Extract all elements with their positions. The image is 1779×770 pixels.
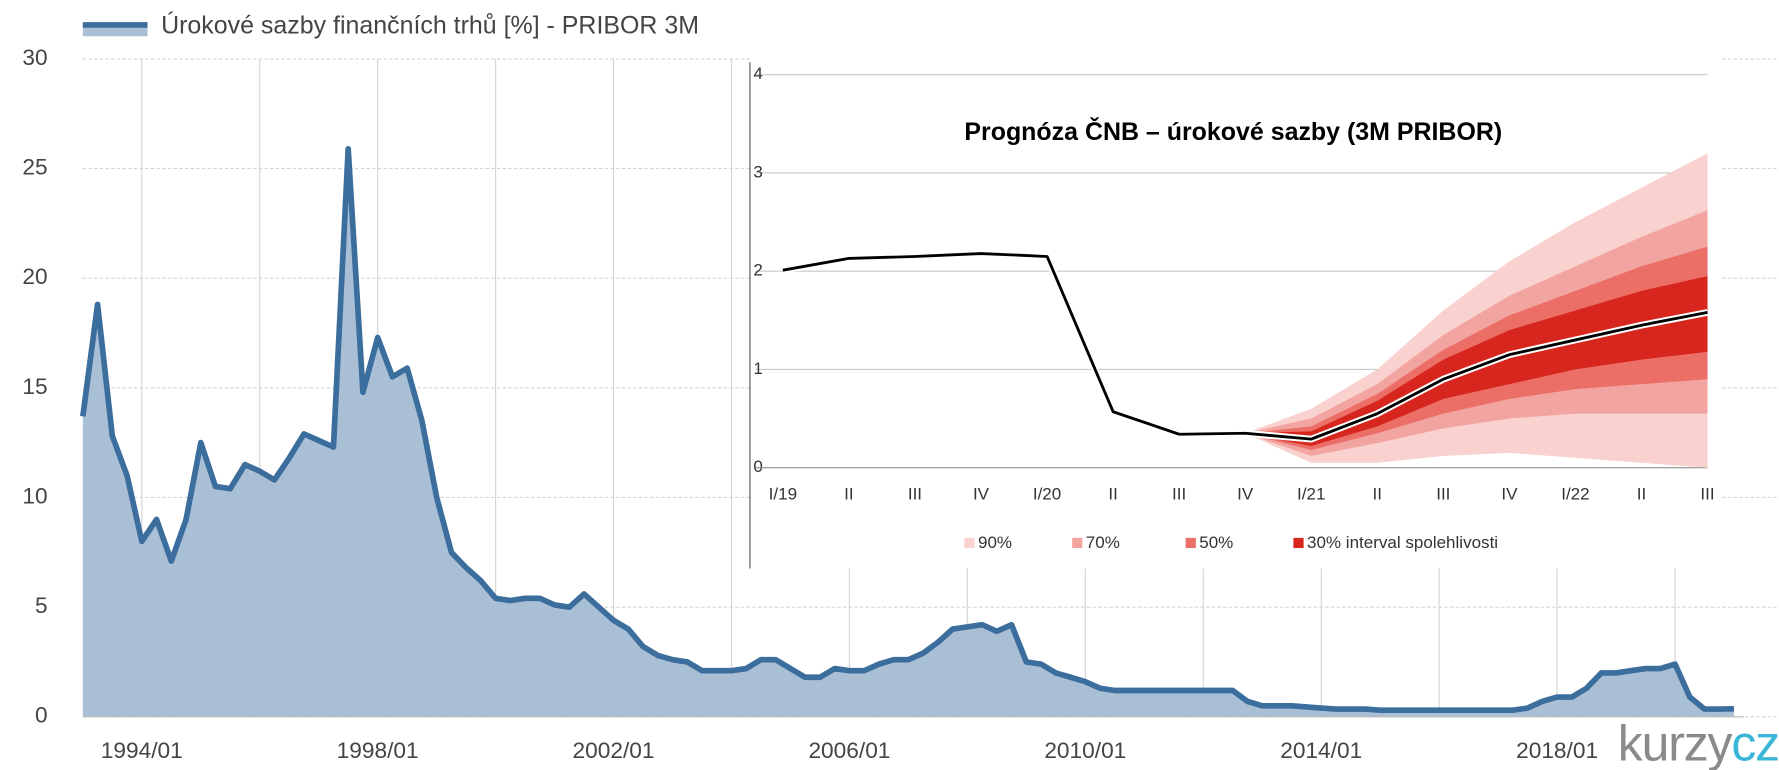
line (80, 145, 1735, 714)
y-tick-label: 30 (22, 44, 47, 70)
x-tick-label: I/22 (1561, 484, 1589, 503)
y-tick-label: 0 (35, 702, 48, 728)
x-tick-label: 1994/01 (101, 737, 183, 763)
x-tick-label: III (1700, 484, 1714, 503)
x-tick-label: 2018/01 (1516, 737, 1598, 763)
y-tick-label: 3 (753, 162, 762, 181)
x-tick-label: 2010/01 (1044, 737, 1126, 763)
y-tick-label: 2 (753, 261, 762, 280)
y-tick-label: 10 (22, 482, 47, 508)
x-tick-label: 2002/01 (573, 737, 655, 763)
y-tick-label: 20 (22, 263, 47, 289)
legend-label: 90% (978, 533, 1012, 552)
legend-swatch (1072, 537, 1083, 549)
legend-label: 30% interval spolehlivosti (1307, 533, 1498, 552)
x-tick-label: III (1436, 484, 1450, 503)
x-tick-label: 2006/01 (808, 737, 890, 763)
y-tick-label: 15 (22, 373, 47, 399)
logo-part: cz (1731, 716, 1779, 770)
legend-label: 50% (1199, 533, 1233, 552)
x-tick-label: II (844, 484, 853, 503)
x-tick-label: II (1637, 484, 1646, 503)
x-tick-label: IV (1501, 484, 1518, 503)
logo-part: kurzy (1618, 716, 1733, 770)
x-tick-label: III (908, 484, 922, 503)
y-tick-label: 1 (753, 359, 762, 378)
x-tick-label: 1998/01 (337, 737, 419, 763)
fan-band (1245, 276, 1708, 447)
x-tick-label: II (1373, 484, 1382, 503)
legend-label: 70% (1086, 533, 1120, 552)
x-tick-label: II (1108, 484, 1117, 503)
legend-label: Úrokové sazby finančních trhů [%] - PRIB… (161, 11, 699, 40)
x-tick-label: 2014/01 (1280, 737, 1362, 763)
y-tick-label: 25 (22, 154, 47, 180)
x-tick-label: III (1172, 484, 1186, 503)
x-tick-label: IV (973, 484, 990, 503)
line (782, 252, 1708, 441)
logo: kurzycz (1618, 716, 1779, 770)
x-tick-label: I/19 (769, 484, 797, 503)
y-tick-label: 4 (753, 64, 762, 83)
x-tick-label: I/21 (1297, 484, 1325, 503)
chart-title: Prognóza ČNB – úrokové sazby (3M PRIBOR) (964, 116, 1502, 146)
x-tick-label: IV (1237, 484, 1254, 503)
x-tick-label: I/20 (1033, 484, 1061, 503)
y-tick-label: 0 (753, 457, 762, 476)
legend-swatch (1293, 537, 1304, 549)
y-tick-label: 5 (35, 592, 48, 618)
area (82, 148, 1734, 717)
legend-swatch (964, 537, 975, 549)
legend-swatch (1185, 537, 1196, 549)
